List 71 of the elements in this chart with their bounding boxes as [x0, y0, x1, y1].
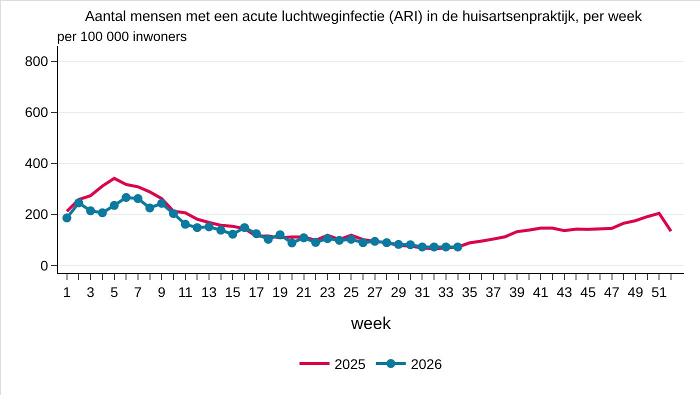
point [110, 200, 119, 210]
y-tick-label: 0 [40, 257, 48, 274]
point [168, 209, 178, 218]
point [240, 223, 250, 232]
point [145, 203, 154, 212]
x-tick-label: 27 [367, 284, 383, 300]
point [204, 222, 214, 232]
x-tick-label: 17 [248, 284, 264, 300]
point [192, 223, 202, 232]
y-tick-label: 600 [24, 104, 48, 120]
x-tick-label: 23 [320, 284, 336, 300]
x-tick-label: 15 [224, 284, 241, 300]
legend-label: 2026 [410, 356, 442, 372]
x-tick-label: 19 [272, 284, 288, 300]
point [157, 198, 166, 208]
x-tick-label: 51 [651, 284, 668, 300]
point [299, 233, 308, 242]
x-tick-label: 45 [580, 284, 596, 300]
x-tick-label: 1 [62, 284, 71, 300]
point [453, 242, 462, 252]
x-tick-label: 11 [178, 284, 193, 300]
x-tick-label: 37 [486, 284, 502, 300]
point [322, 234, 332, 244]
point [418, 242, 427, 252]
x-tick-label: 49 [628, 284, 644, 300]
x-tick-label: 13 [201, 284, 218, 300]
x-tick-label: 25 [343, 284, 360, 300]
point [346, 234, 356, 244]
x-tick-label: 7 [134, 284, 142, 300]
point [252, 229, 261, 238]
point [74, 198, 84, 208]
point [406, 240, 415, 250]
x-tick-label: 31 [414, 284, 430, 300]
point [228, 230, 238, 239]
x-tick-label: 41 [532, 284, 549, 300]
x-tick-label: 33 [438, 284, 454, 300]
point [122, 193, 131, 202]
y-tick-label: 400 [24, 155, 48, 172]
x-tick-label: 47 [604, 284, 620, 300]
point [98, 208, 107, 218]
point [334, 236, 344, 245]
line-series [65, 176, 672, 250]
x-tick-label: 3 [86, 284, 95, 300]
x-tick-label: 5 [110, 284, 118, 300]
point [311, 238, 320, 247]
point [441, 242, 450, 252]
y-tick-label: 800 [24, 53, 48, 70]
point [430, 242, 439, 252]
y-tick-label: 200 [24, 206, 48, 222]
x-tick-label: 39 [509, 284, 525, 300]
point [264, 234, 273, 244]
point [382, 238, 392, 248]
point [180, 220, 190, 229]
point [358, 238, 368, 248]
x-tick-label: 9 [158, 284, 166, 300]
x-axis-title: week [350, 314, 392, 334]
x-tick-label: 43 [556, 284, 572, 300]
x-tick-label: 35 [462, 284, 478, 300]
point [394, 240, 404, 249]
point [86, 206, 96, 216]
chart-title: Aantal mensen met een acute luchtweginfectie (ARI) in de huisartsenpraktijk, per week [85, 9, 643, 26]
point [276, 230, 285, 240]
point [287, 238, 296, 248]
point [370, 236, 380, 246]
legend-label: 2025 [334, 356, 366, 372]
point [216, 226, 226, 235]
point [62, 213, 72, 222]
x-tick-label: 21 [296, 284, 312, 300]
y-axis-title: per 100 000 inwoners [57, 29, 188, 44]
x-tick-label: 29 [390, 284, 407, 300]
point [133, 194, 142, 204]
